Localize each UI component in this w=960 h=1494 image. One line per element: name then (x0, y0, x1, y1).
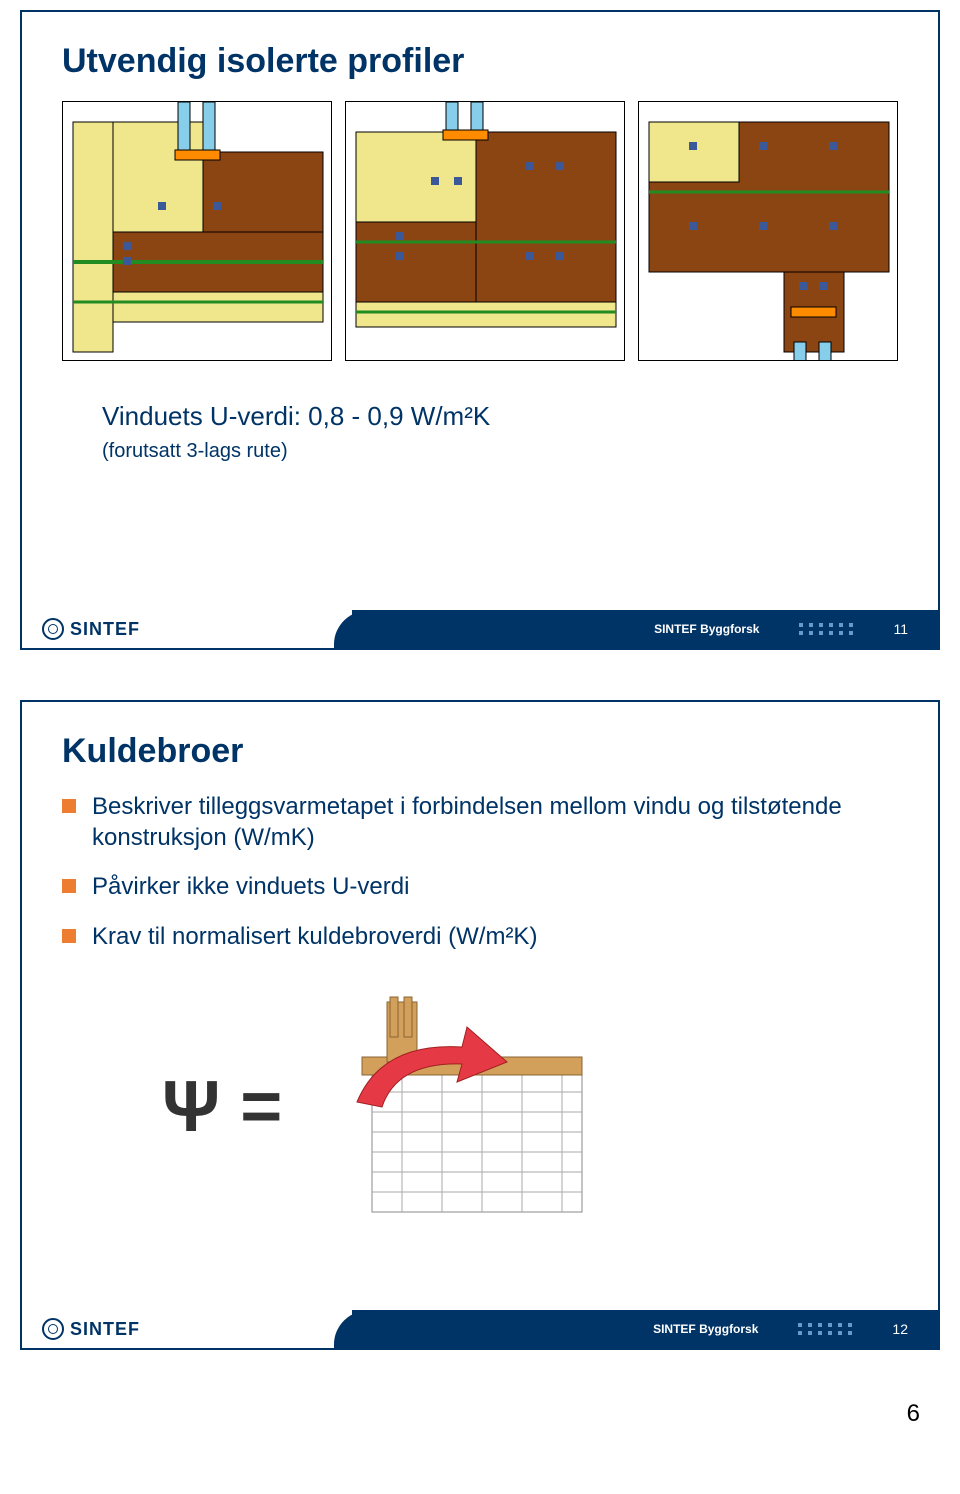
sintef-logo: SINTEF (42, 1318, 140, 1340)
slide-1: Utvendig isolerte profiler (20, 10, 940, 650)
bullet-item: Beskriver tilleggsvarmetapet i forbindel… (62, 791, 898, 853)
footer-dots-icon (798, 1323, 852, 1335)
logo-circle-icon (42, 618, 64, 640)
footer-right: SINTEF Byggforsk 11 (352, 610, 938, 648)
bullet-item: Påvirker ikke vinduets U-verdi (62, 871, 898, 902)
psi-equation-row: Ψ = (162, 992, 898, 1222)
slide-page-number: 12 (892, 1321, 908, 1337)
sintef-logo: SINTEF (42, 618, 140, 640)
footer-logo-area: SINTEF (22, 610, 352, 648)
profile-diagram-c (638, 101, 898, 361)
logo-text: SINTEF (70, 1319, 140, 1340)
document-page-number: 6 (20, 1400, 940, 1428)
slide-title: Kuldebroer (62, 732, 898, 771)
profile-diagram-b (345, 101, 625, 361)
psi-symbol: Ψ = (162, 1066, 282, 1148)
slide-page-number: 11 (893, 621, 908, 637)
assumption-text: (forutsatt 3-lags rute) (102, 440, 898, 463)
bullet-item: Krav til normalisert kuldebroverdi (W/m²… (62, 921, 898, 952)
u-value-text: Vinduets U-verdi: 0,8 - 0,9 W/m²K (102, 401, 898, 432)
profile-diagrams-row (62, 101, 898, 361)
slide-footer: SINTEF SINTEF Byggforsk 12 (22, 1310, 938, 1348)
slide-2: Kuldebroer Beskriver tilleggsvarmetapet … (20, 700, 940, 1350)
footer-brand: SINTEF Byggforsk (653, 1322, 758, 1336)
logo-text: SINTEF (70, 619, 140, 640)
bullet-list: Beskriver tilleggsvarmetapet i forbindel… (62, 791, 898, 952)
logo-circle-icon (42, 1318, 64, 1340)
footer-logo-area: SINTEF (22, 1310, 352, 1348)
profile-diagram-a (62, 101, 332, 361)
footer-right: SINTEF Byggforsk 12 (352, 1310, 938, 1348)
slide-title: Utvendig isolerte profiler (62, 42, 898, 81)
thermal-bridge-illustration (312, 992, 592, 1222)
slide-footer: SINTEF SINTEF Byggforsk 11 (22, 610, 938, 648)
footer-brand: SINTEF Byggforsk (654, 622, 759, 636)
footer-dots-icon (799, 623, 853, 635)
